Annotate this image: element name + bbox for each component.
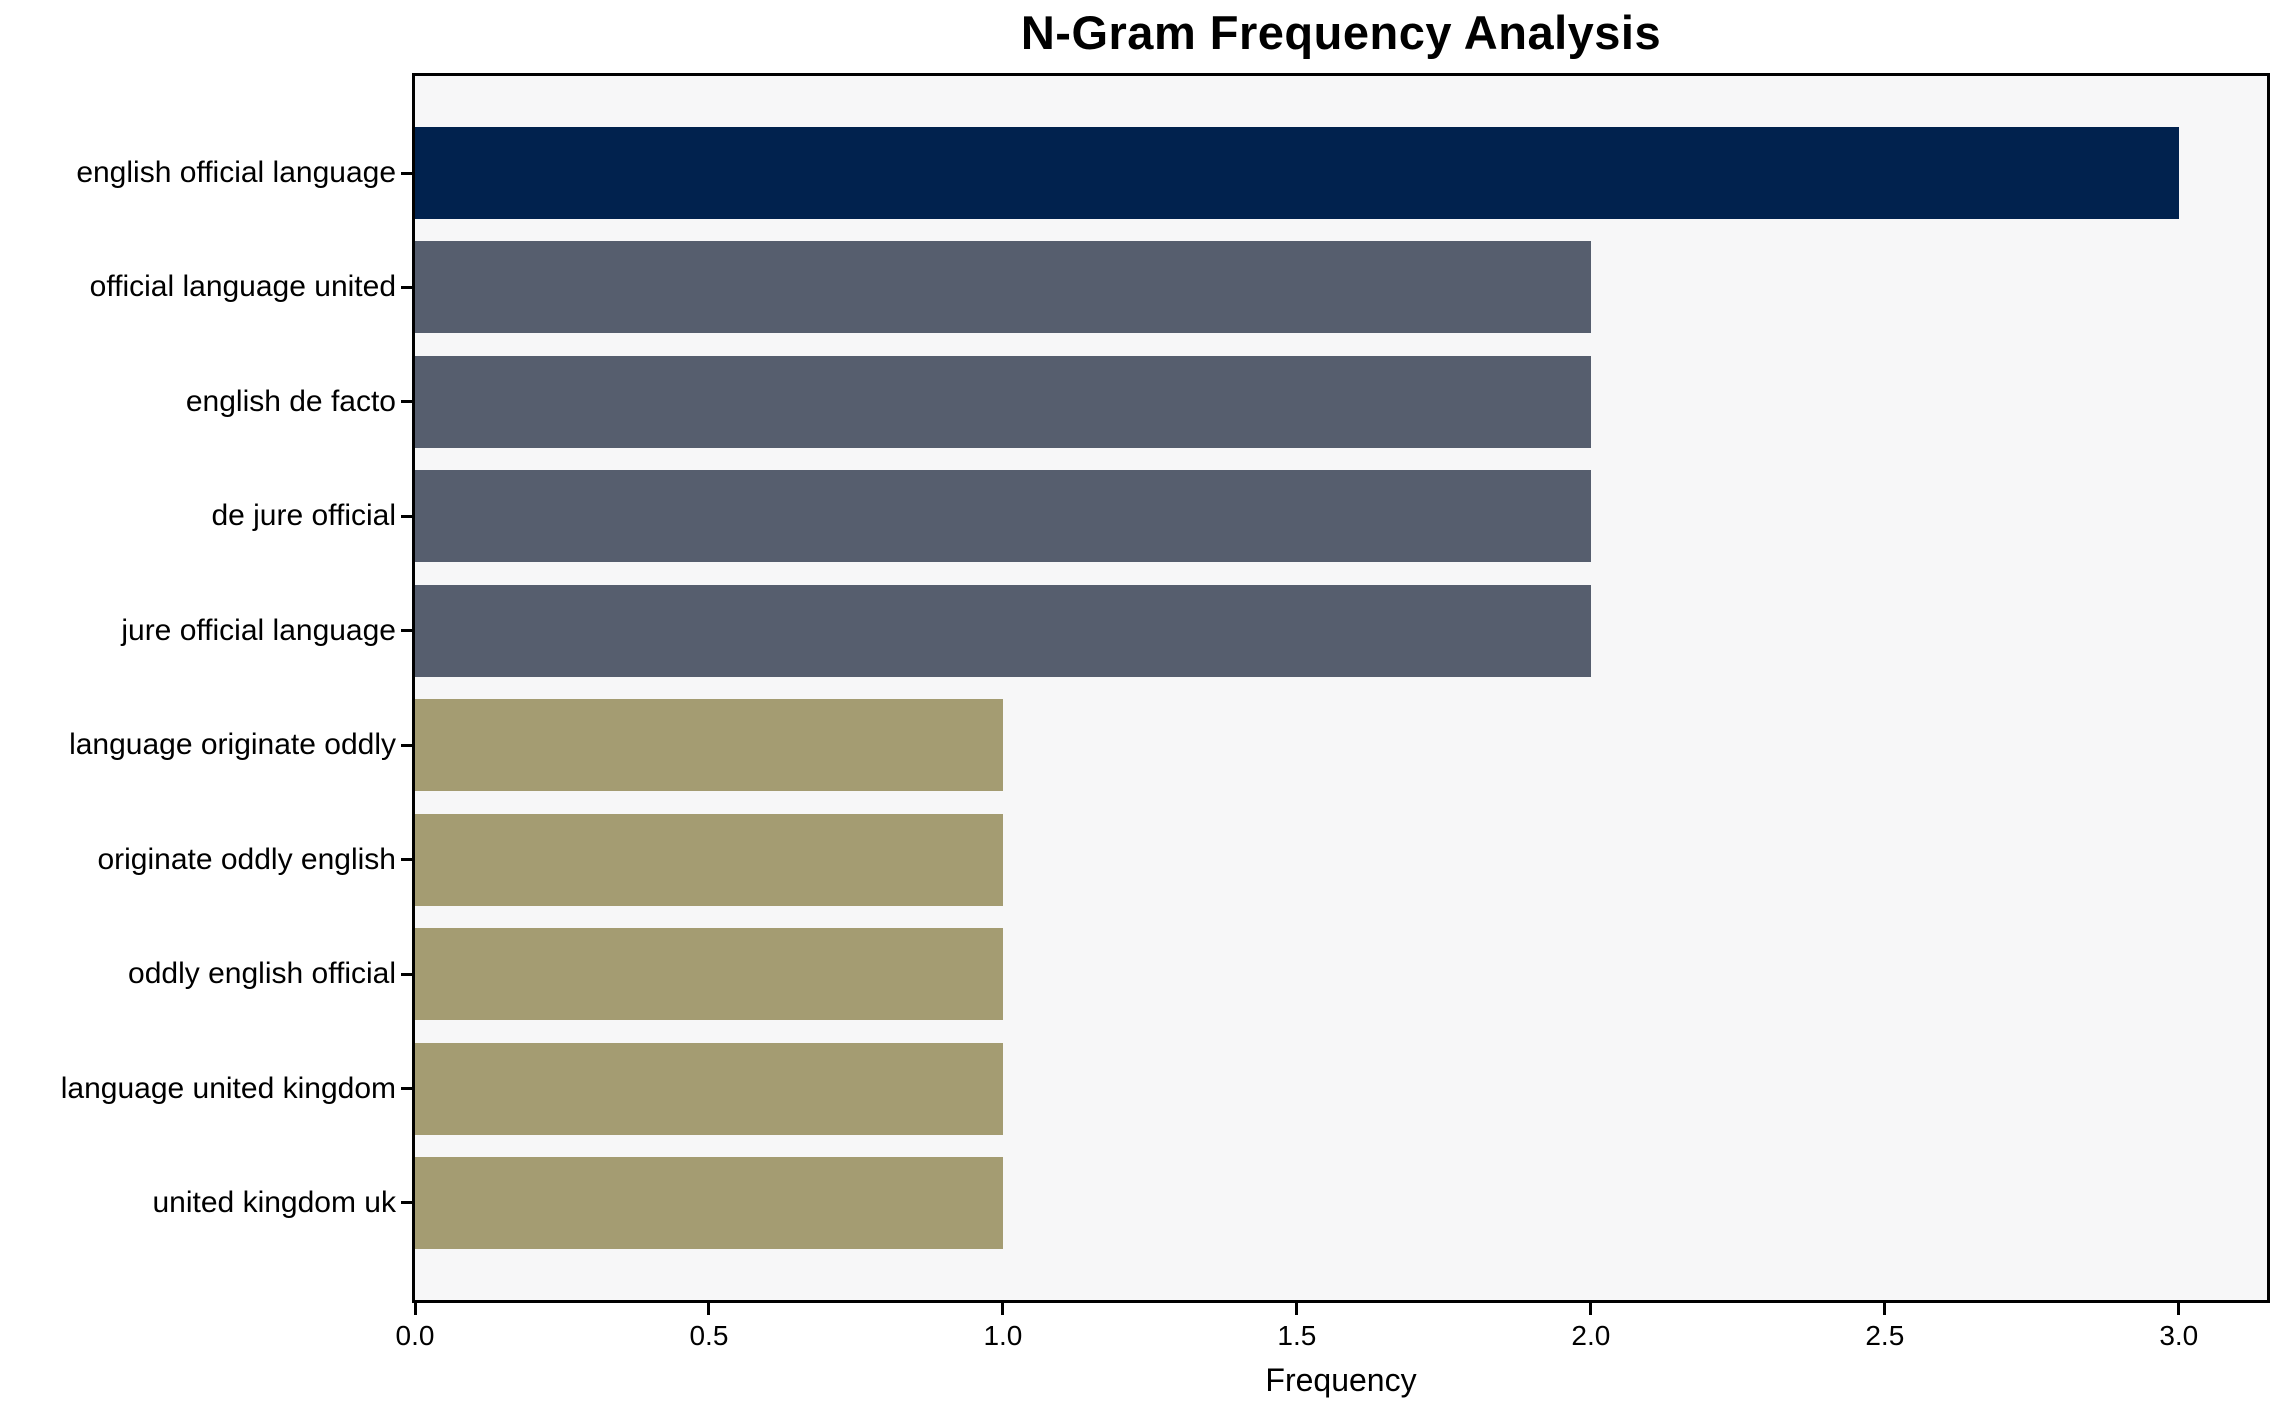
x-tick-label: 0.0 [395, 1320, 435, 1351]
x-tick [1295, 1303, 1299, 1315]
x-tick-label: 1.0 [983, 1320, 1023, 1351]
x-tick [1589, 1303, 1593, 1315]
x-tick [413, 1303, 417, 1315]
bar [415, 241, 1591, 334]
x-axis-label: Frequency [1265, 1362, 1417, 1398]
bar [415, 355, 1591, 448]
x-tick-label: 1.5 [1277, 1320, 1317, 1351]
y-tick [401, 629, 412, 633]
y-tick [401, 858, 412, 862]
bar [415, 584, 1591, 677]
y-axis-label: jure official language [121, 613, 396, 647]
y-tick [401, 400, 412, 404]
bar-rows-container: english official language official langua… [0, 76, 2267, 1300]
y-tick [401, 514, 412, 518]
bar [415, 813, 1003, 906]
bar-row: language united kingdom [0, 1042, 2267, 1135]
bar-track [412, 470, 2267, 563]
y-axis-label: united kingdom uk [152, 1185, 397, 1219]
bar-row: jure official language [0, 584, 2267, 677]
x-tick-label: 3.0 [2159, 1320, 2199, 1351]
bar-track [412, 928, 2267, 1021]
y-tick [401, 743, 412, 747]
bar-row: english official language [0, 127, 2267, 219]
bar-row: oddly english official [0, 928, 2267, 1021]
y-axis-label: english de facto [185, 384, 396, 418]
bar-row: language originate oddly [0, 699, 2267, 792]
x-tick [1001, 1303, 1005, 1315]
y-axis-label: oddly english official [128, 957, 396, 991]
x-tick-label: 2.0 [1571, 1320, 1611, 1351]
bar-row: united kingdom uk [0, 1156, 2267, 1249]
y-axis-label: language originate oddly [69, 728, 396, 762]
bar-row: de jure official [0, 470, 2267, 563]
bar [415, 470, 1591, 563]
x-tick [2177, 1303, 2181, 1315]
y-tick [401, 972, 412, 976]
y-tick [401, 171, 412, 175]
bar [415, 1042, 1003, 1135]
bar-track [412, 241, 2267, 334]
bar-track [412, 355, 2267, 448]
x-tick-label: 0.5 [689, 1320, 729, 1351]
x-tick-label: 2.5 [1865, 1320, 1905, 1351]
bar-row: english de facto [0, 355, 2267, 448]
bar [415, 928, 1003, 1021]
chart-title: N-Gram Frequency Analysis [1020, 6, 1662, 59]
bar-row: originate oddly english [0, 813, 2267, 906]
bar-track [412, 813, 2267, 906]
bar-row: official language united [0, 241, 2267, 334]
x-tick [1883, 1303, 1887, 1315]
bar-track [412, 127, 2267, 219]
y-axis-label: language united kingdom [60, 1071, 396, 1105]
y-tick [401, 285, 412, 289]
x-tick [707, 1303, 711, 1315]
y-axis-label: originate oddly english [97, 842, 396, 876]
bar-track [412, 1042, 2267, 1135]
y-axis-label: de jure official [211, 499, 396, 533]
y-axis-label: english official language [76, 156, 396, 189]
bar [415, 1156, 1003, 1249]
bar-track [412, 1156, 2267, 1249]
y-tick [401, 1201, 412, 1205]
bar-track [412, 699, 2267, 792]
y-tick [401, 1087, 412, 1090]
bar [415, 699, 1003, 792]
y-axis-label: official language united [89, 270, 396, 304]
bar-track [412, 584, 2267, 677]
bar [415, 127, 2179, 219]
